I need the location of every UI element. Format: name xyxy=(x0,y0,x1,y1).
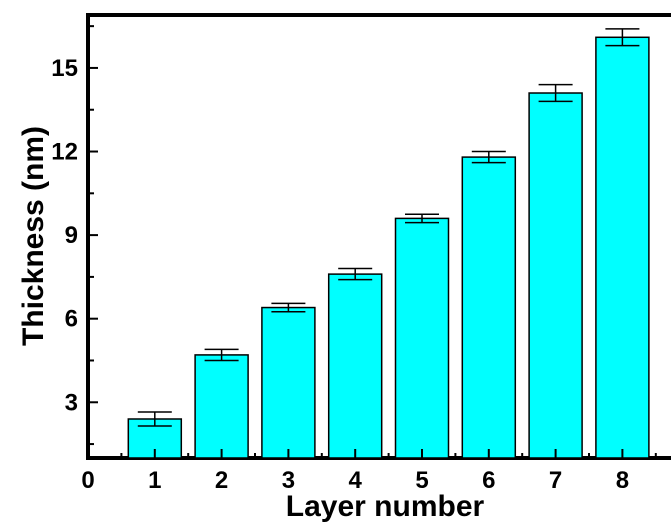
bar-4 xyxy=(327,273,383,459)
y-tick-label: 9 xyxy=(65,222,78,249)
x-tick-label: 4 xyxy=(349,467,363,494)
error-bar-1 xyxy=(137,411,172,427)
x-tick-label: 1 xyxy=(148,467,161,494)
x-axis-title: Layer number xyxy=(286,490,485,523)
y-tick-label: 15 xyxy=(51,55,78,82)
bar-3 xyxy=(261,306,316,459)
bar-2 xyxy=(194,354,249,459)
x-tick-label: 2 xyxy=(215,467,228,494)
y-tick-label: 3 xyxy=(65,389,78,416)
y-axis-title: Thickness (nm) xyxy=(17,126,50,346)
errorbars-layer xyxy=(137,28,640,427)
bar-5 xyxy=(394,217,450,459)
y-axis-ticks: 3 6 9 12 15 xyxy=(51,25,98,446)
bar-6 xyxy=(461,156,517,459)
bar-7 xyxy=(528,92,583,459)
error-bar-7 xyxy=(538,83,573,103)
y-tick-label: 12 xyxy=(51,139,78,166)
x-tick-label: 5 xyxy=(415,467,428,494)
x-axis-ticks: 0 1 2 3 4 5 6 7 8 xyxy=(81,449,657,494)
bar-8 xyxy=(595,36,650,459)
x-tick-label: 6 xyxy=(482,467,495,494)
bars-layer xyxy=(127,36,650,459)
error-bar-2 xyxy=(204,348,239,362)
x-tick-label: 3 xyxy=(282,467,295,494)
error-bar-8 xyxy=(605,28,640,47)
error-bar-6 xyxy=(471,150,506,164)
error-bar-5 xyxy=(405,213,439,224)
error-bar-4 xyxy=(338,267,373,281)
error-bar-3 xyxy=(271,302,306,313)
x-tick-label: 0 xyxy=(81,467,94,494)
y-tick-label: 6 xyxy=(65,306,78,333)
x-tick-label: 7 xyxy=(549,467,562,494)
x-tick-label: 8 xyxy=(616,467,629,494)
